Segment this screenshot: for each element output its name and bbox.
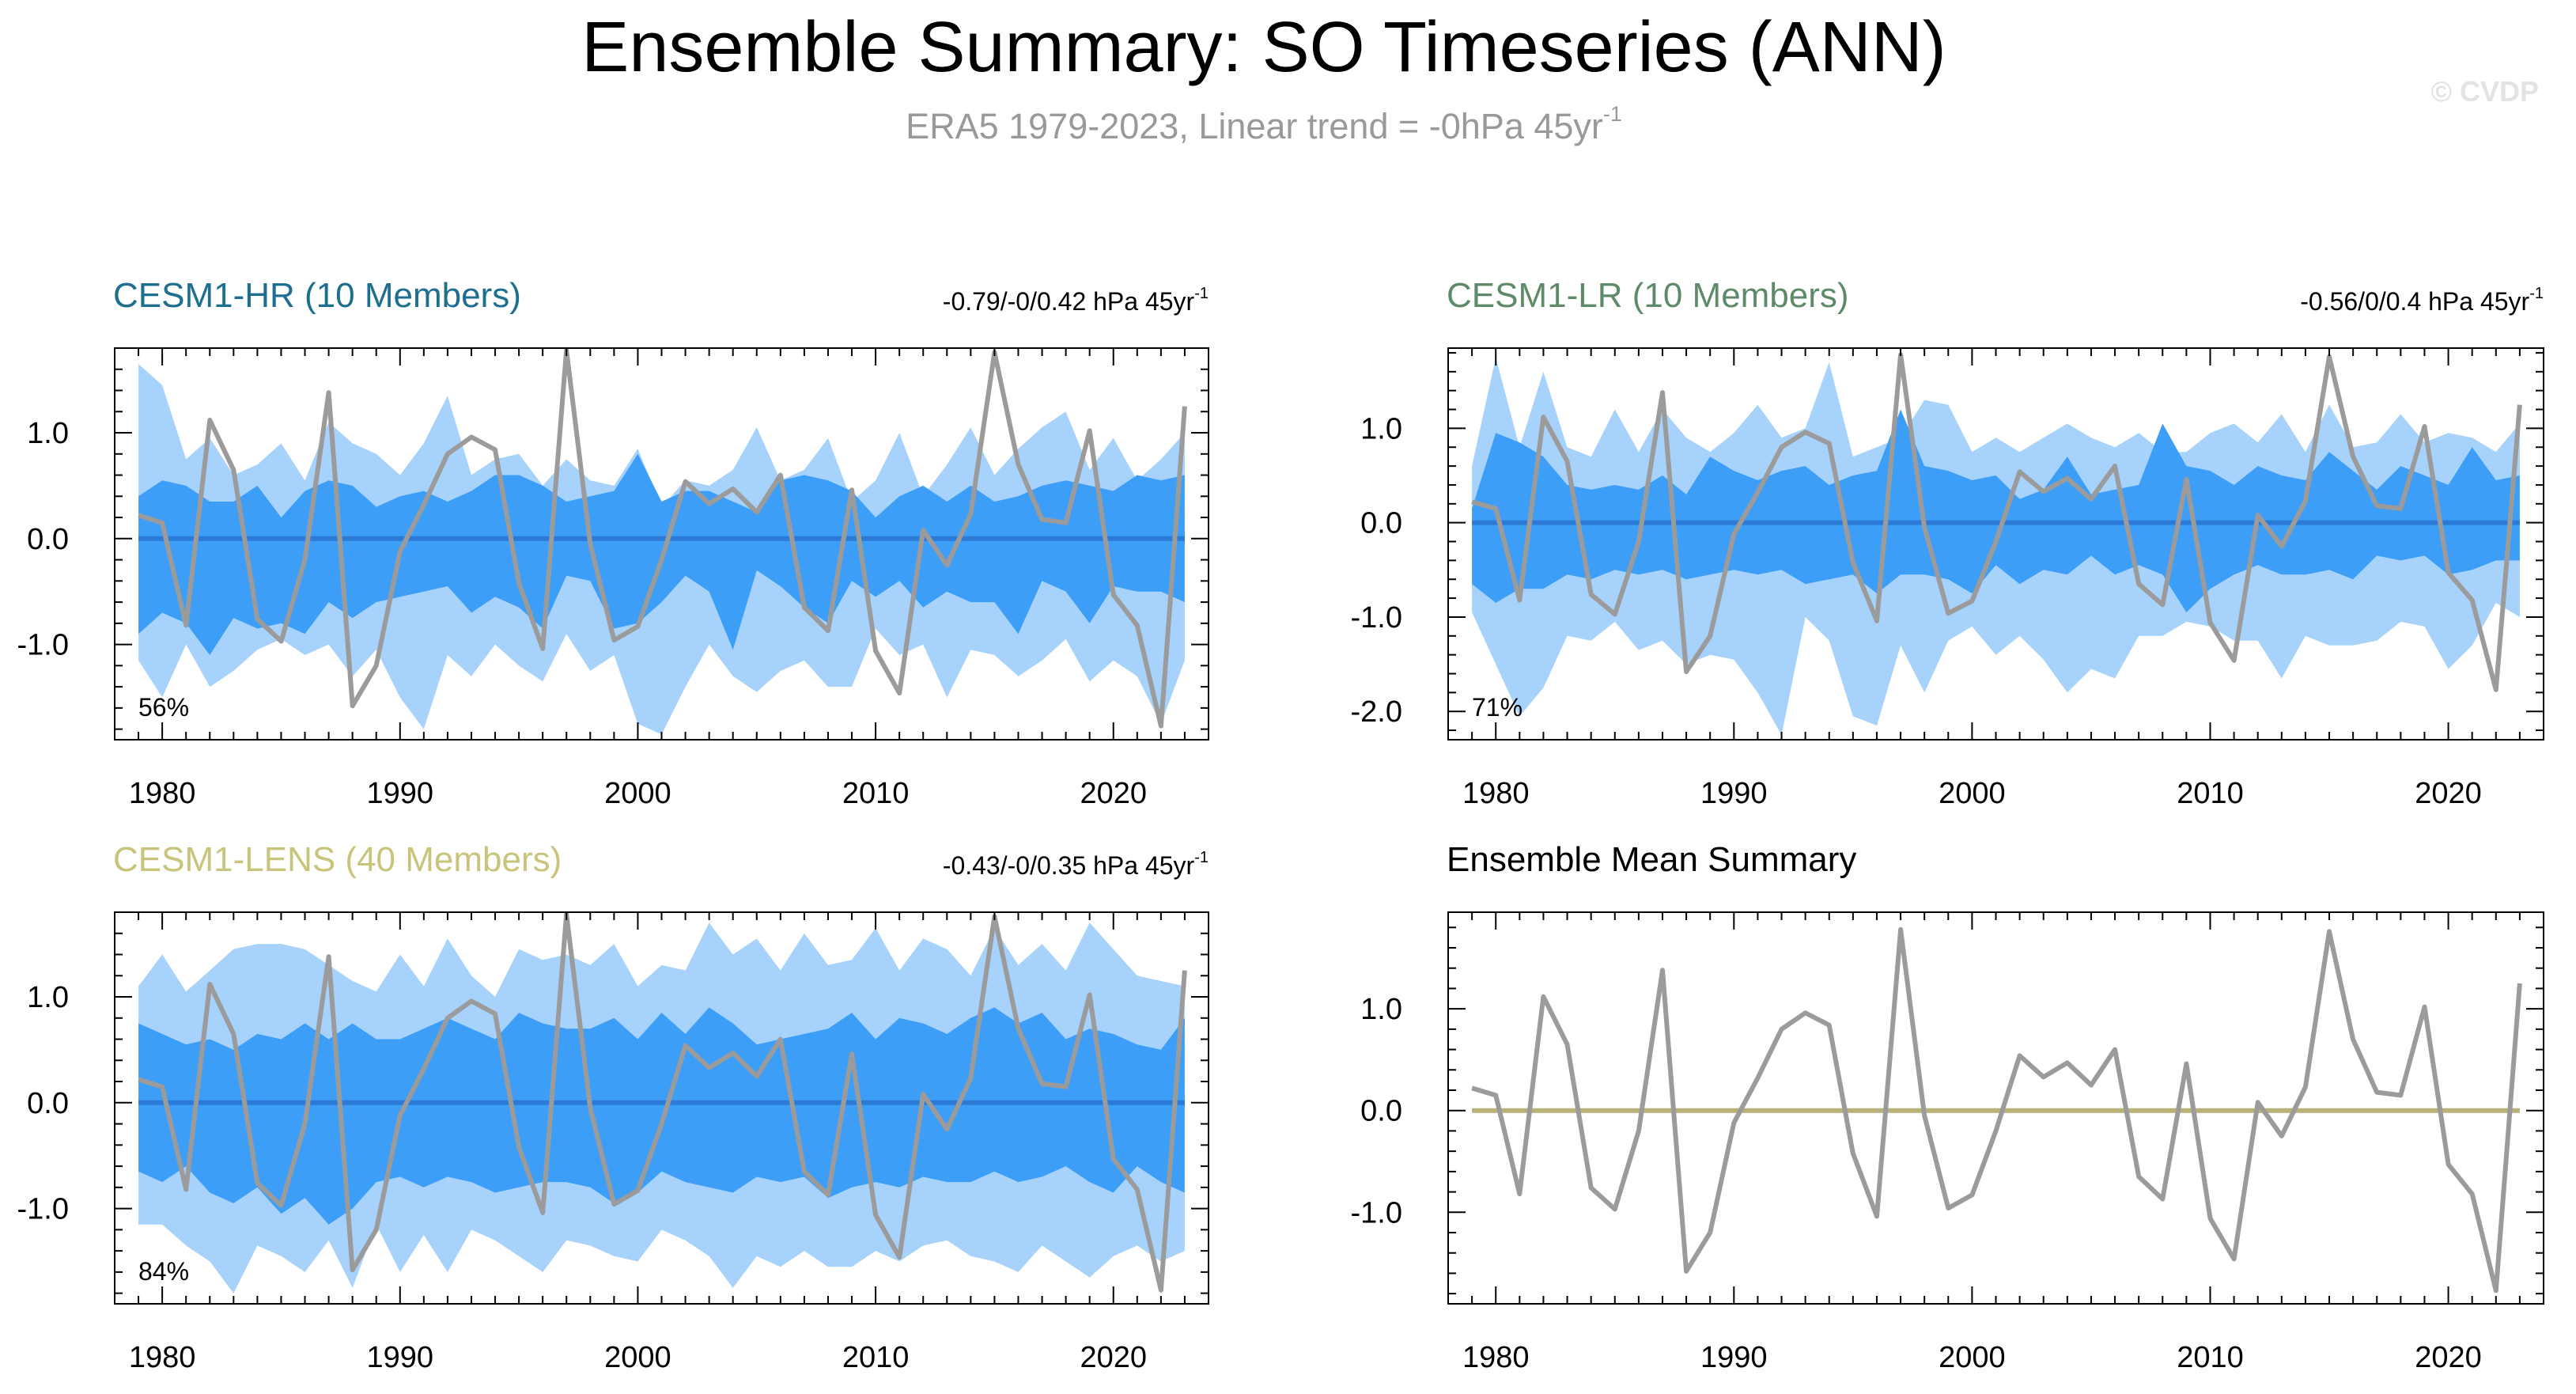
x-tick-label: 1990: [367, 777, 434, 810]
y-tick-label: -1.0: [17, 629, 69, 662]
x-tick-label: 2010: [842, 1341, 910, 1374]
trend-label: -0.43/-0/0.35 hPa 45yr-1: [943, 849, 1209, 880]
y-tick-label: 1.0: [1360, 993, 1402, 1026]
x-tick-label: 2020: [2415, 777, 2482, 810]
trend-label-text: -0.56/0/0.4 hPa 45yr: [2300, 287, 2529, 316]
observed-series-line: [1471, 926, 2522, 1294]
y-tick-label: 1.0: [27, 981, 69, 1014]
figure-title: Ensemble Summary: SO Timeseries (ANN): [581, 8, 1946, 87]
y-tick-label: -1.0: [1351, 1196, 1402, 1229]
x-tick-label: 2010: [842, 777, 910, 810]
y-tick-label: -1.0: [17, 1193, 69, 1226]
trend-label-text: -0.79/-0/0.42 hPa 45yr: [943, 287, 1195, 316]
y-tick-label: 1.0: [1360, 412, 1402, 445]
x-tick-label: 2020: [1080, 1341, 1147, 1374]
figure-subtitle-exponent: -1: [1603, 102, 1622, 126]
x-tick-label: 1980: [1462, 1341, 1530, 1374]
trend-label: -0.56/0/0.4 hPa 45yr-1: [2300, 285, 2544, 316]
watermark: © CVDP: [2430, 75, 2539, 108]
x-tick-label: 1980: [129, 1341, 196, 1374]
panel-title: CESM1-LR (10 Members): [1447, 276, 1849, 315]
x-tick-label: 2020: [2415, 1341, 2482, 1374]
x-tick-label: 1980: [1462, 777, 1530, 810]
percent-label: 84%: [138, 1257, 189, 1286]
x-tick-label: 1990: [1700, 777, 1768, 810]
observed-series-line: [138, 347, 1187, 729]
figure-subtitle: ERA5 1979-2023, Linear trend = -0hPa 45y…: [906, 102, 1622, 146]
panel-title: CESM1-LENS (40 Members): [113, 840, 562, 879]
y-tick-label: 0.0: [1360, 507, 1402, 540]
percent-label: 71%: [1472, 693, 1523, 722]
panel-ensemble-mean-summary: 1980 1990 2000 2010 2020 1.0 0.0 -1.0 Ensemble M…: [1351, 840, 2544, 1374]
x-tick-label: 1990: [1700, 1341, 1768, 1374]
y-tick-label: 0.0: [27, 523, 69, 556]
plot-frame: [1447, 911, 2544, 1305]
trend-label-exponent: -1: [1194, 849, 1209, 866]
y-tick-label: 1.0: [27, 417, 69, 450]
observed-series-line: [138, 911, 1187, 1293]
panel-cesm1-hr: 1980 1990 2000 2010 2020 1.0 0.0 -1.0 CESM1-HR (…: [17, 276, 1209, 810]
x-tick-label: 1990: [367, 1341, 434, 1374]
panel-cesm1-lens: 1980 1990 2000 2010 2020 1.0 0.0 -1.0 CESM1-LENS…: [17, 840, 1209, 1374]
x-tick-label: 1980: [129, 777, 196, 810]
trend-label-text: -0.43/-0/0.35 hPa 45yr: [943, 851, 1195, 880]
trend-label: -0.79/-0/0.42 hPa 45yr-1: [943, 285, 1209, 316]
figure-subtitle-text: ERA5 1979-2023, Linear trend = -0hPa 45y…: [906, 106, 1603, 146]
x-tick-label: 2020: [1080, 777, 1147, 810]
percent-label: 56%: [138, 693, 189, 722]
trend-label-exponent: -1: [2529, 285, 2544, 302]
panel-title: Ensemble Mean Summary: [1447, 840, 1856, 879]
inner-spread-band: [1472, 409, 2520, 612]
x-tick-label: 2010: [2177, 777, 2244, 810]
y-tick-label: 0.0: [27, 1087, 69, 1120]
panel-cesm1-lr: 1980 1990 2000 2010 2020 1.0 0.0 -1.0 -2.0 CESM1-…: [1351, 276, 2544, 810]
x-tick-label: 2000: [604, 777, 671, 810]
y-tick-label: 0.0: [1360, 1095, 1402, 1128]
panel-title: CESM1-HR (10 Members): [113, 276, 521, 315]
x-tick-label: 2000: [604, 1341, 671, 1374]
x-tick-label: 2000: [1939, 1341, 2006, 1374]
observed-series-line: [1471, 352, 2522, 692]
trend-label-exponent: -1: [1194, 285, 1209, 302]
x-tick-label: 2010: [2177, 1341, 2244, 1374]
y-tick-label: -2.0: [1351, 695, 1402, 729]
x-tick-label: 2000: [1939, 777, 2006, 810]
y-tick-label: -1.0: [1351, 601, 1402, 634]
